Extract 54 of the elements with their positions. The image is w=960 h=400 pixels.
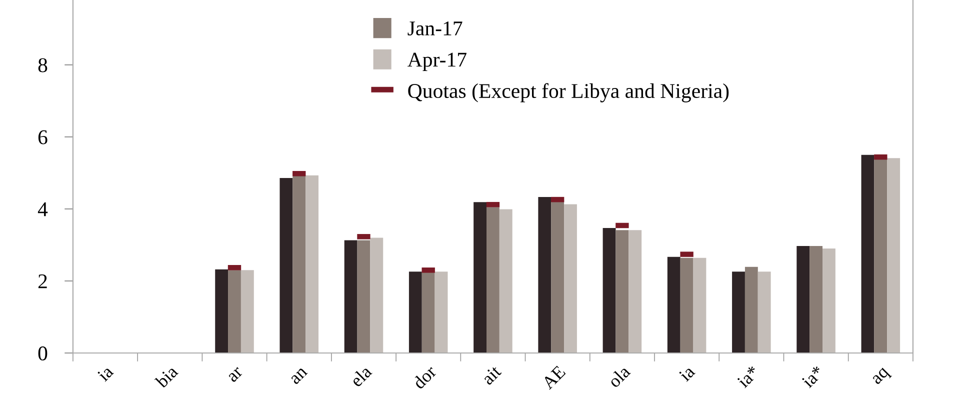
x-tick-label: an	[290, 367, 308, 385]
bar	[292, 175, 306, 353]
bar	[422, 272, 435, 353]
y-tick-label: 4	[38, 202, 48, 216]
bar	[474, 202, 486, 353]
x-tick-label: ia*	[736, 365, 760, 388]
x-tick-label: aq	[872, 367, 892, 388]
x-tick-label: ar	[228, 367, 244, 383]
x-tick-label: dor	[412, 364, 438, 390]
bar	[822, 248, 836, 353]
bar	[306, 175, 318, 353]
x-tick-label: ia*	[801, 365, 824, 388]
bar	[887, 158, 900, 353]
bar	[499, 209, 512, 353]
bar	[564, 204, 577, 353]
bar	[228, 270, 241, 353]
bar	[280, 178, 293, 353]
bar	[486, 207, 500, 353]
x-tick-label: ia	[678, 364, 696, 382]
bar	[616, 230, 629, 353]
bar	[628, 230, 642, 353]
bar	[370, 238, 384, 353]
bar	[434, 272, 448, 353]
legend-label: Apr-17	[408, 52, 466, 71]
legend-label: Quotas (Except for Libya and Nigeria)	[408, 83, 729, 102]
x-tick-label: ela	[349, 364, 373, 388]
bar	[758, 272, 771, 353]
bar	[538, 197, 552, 353]
bar	[344, 240, 358, 353]
y-tick-label: 0	[38, 346, 48, 360]
bar	[693, 258, 706, 353]
bar	[796, 246, 810, 353]
legend-label: Jan-17	[408, 21, 462, 36]
y-tick-label: 8	[38, 58, 48, 72]
bar	[874, 157, 888, 353]
x-tick-label: ia	[96, 364, 114, 382]
bar	[732, 272, 745, 353]
bar	[240, 270, 254, 353]
bar	[667, 256, 680, 353]
x-tick-label: ola	[607, 364, 631, 388]
bar	[680, 258, 694, 353]
x-tick-label: ait	[481, 364, 502, 386]
bar	[810, 246, 822, 353]
bar	[744, 266, 758, 353]
bar	[861, 154, 874, 353]
y-tick-label: 2	[38, 274, 47, 288]
bar	[408, 272, 422, 353]
y-tick-label: 6	[38, 130, 48, 144]
bar	[215, 269, 228, 353]
bar	[357, 240, 370, 353]
bar	[602, 228, 616, 353]
bar	[551, 200, 564, 353]
x-tick-label: AE	[541, 365, 566, 390]
x-tick-label: bia	[154, 364, 179, 389]
